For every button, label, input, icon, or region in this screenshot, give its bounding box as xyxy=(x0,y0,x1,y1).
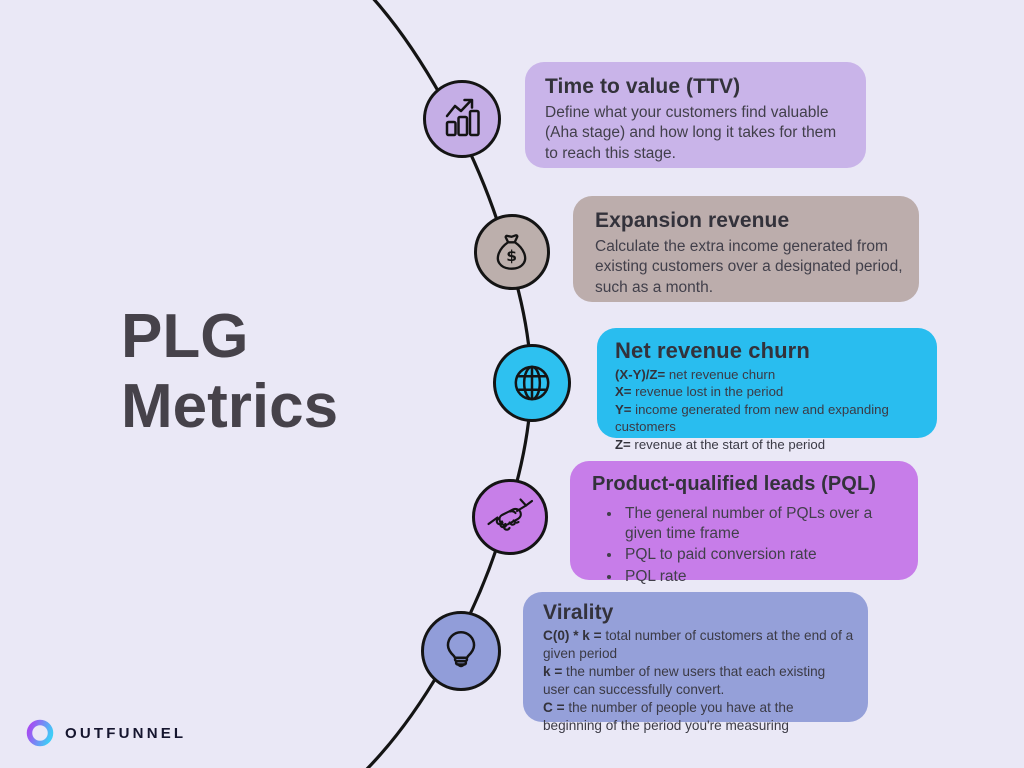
bullet-item: PQL to paid conversion rate xyxy=(622,545,906,565)
card-heading: Product-qualified leads (PQL) xyxy=(592,473,877,495)
bullet-item: The general number of PQLs over a given … xyxy=(622,504,906,543)
bullet-item: PQL rate xyxy=(622,567,906,587)
card-expansion-revenue: Expansion revenue Calculate the extra in… xyxy=(573,196,919,302)
card-heading: Virality xyxy=(543,601,614,624)
card-virality: Virality C(0) * k = total number of cust… xyxy=(523,592,868,733)
card-definitions: (X-Y)/Z= net revenue churn X= revenue lo… xyxy=(615,366,923,453)
card-bullet-list: The general number of PQLs over a given … xyxy=(592,504,906,586)
card-heading: Time to value (TTV) xyxy=(545,75,741,98)
page-title: PLG Metrics xyxy=(121,302,338,442)
card-net-revenue-churn: Net revenue churn (X-Y)/Z= net revenue c… xyxy=(597,328,937,452)
node-virality xyxy=(421,611,501,691)
lightbulb-icon xyxy=(446,630,476,668)
page-title-line2: Metrics xyxy=(121,372,339,441)
handshake-icon xyxy=(487,498,534,531)
node-time-to-value xyxy=(423,80,501,158)
card-definitions: C(0) * k = total number of customers at … xyxy=(543,627,854,735)
outfunnel-logo: OUTFUNNEL xyxy=(26,719,186,747)
card-heading: Net revenue churn xyxy=(615,338,810,363)
definition-line: C = the number of people you have at the… xyxy=(543,699,794,733)
outfunnel-logo-text: OUTFUNNEL xyxy=(65,724,187,742)
node-expansion-revenue: $ xyxy=(474,214,550,290)
card-body: Define what your customers find valuable… xyxy=(545,104,837,162)
definition-line: Z= revenue at the start of the period xyxy=(615,436,826,452)
node-net-revenue-churn xyxy=(493,344,571,422)
growth-chart-icon xyxy=(445,98,480,137)
definition-line: k = the number of new users that each ex… xyxy=(543,663,826,697)
globe-icon xyxy=(514,365,550,401)
card-body: Calculate the extra income generated fro… xyxy=(595,238,903,296)
dollar-sign: $ xyxy=(506,247,517,265)
card-heading: Expansion revenue xyxy=(595,209,790,232)
node-product-qualified-leads xyxy=(472,479,548,555)
definition-line: X= revenue lost in the period xyxy=(615,384,784,400)
card-product-qualified-leads: Product-qualified leads (PQL) The genera… xyxy=(570,461,918,585)
money-bag-icon: $ xyxy=(496,234,527,270)
definition-line: (X-Y)/Z= net revenue churn xyxy=(615,367,776,382)
outfunnel-logo-icon xyxy=(26,719,54,747)
page-title-line1: PLG xyxy=(121,302,249,371)
definition-line: C(0) * k = total number of customers at … xyxy=(543,628,854,661)
card-time-to-value: Time to value (TTV) Define what your cus… xyxy=(525,62,866,168)
definition-line: Y= income generated from new and expandi… xyxy=(615,401,889,435)
